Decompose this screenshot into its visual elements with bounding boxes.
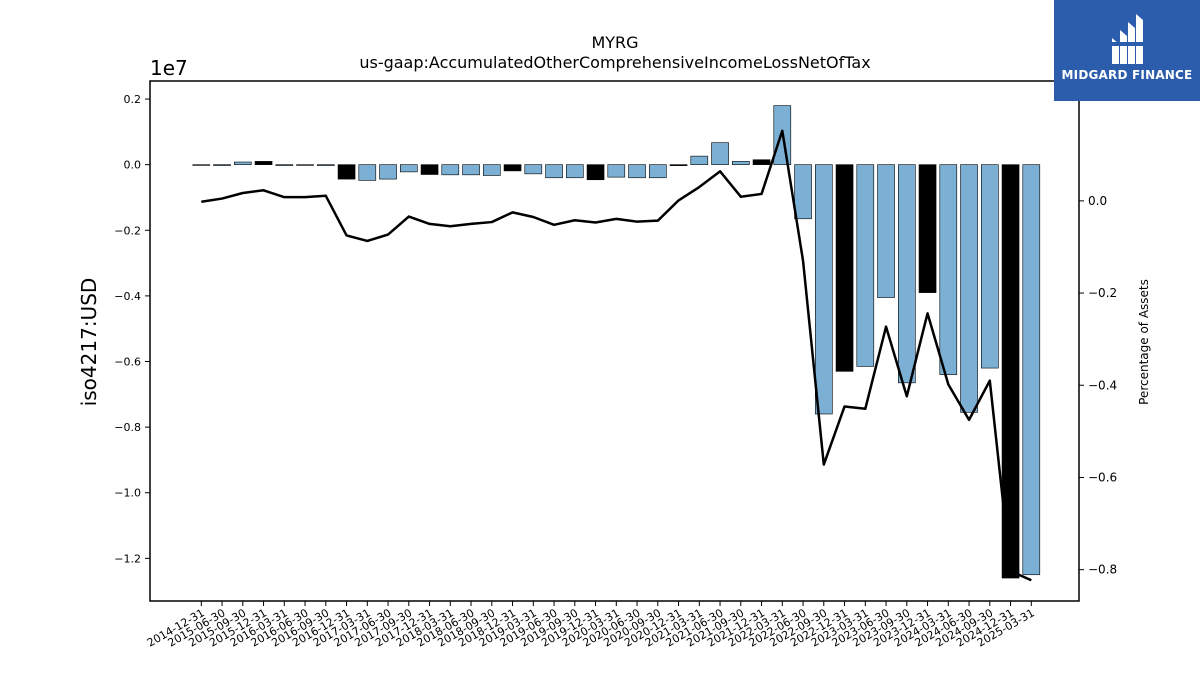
bar (254, 161, 273, 165)
y-tick-label: −0.4 (114, 290, 141, 303)
bar (690, 155, 709, 165)
bar (420, 164, 439, 175)
bar (275, 164, 294, 166)
bar (337, 164, 356, 180)
y2-tick-label: 0.0 (1088, 194, 1107, 208)
bar (524, 164, 543, 175)
bar (503, 164, 522, 172)
bar (669, 164, 688, 166)
bar (545, 164, 563, 179)
midgard-finance-logo: MIDGARD FINANCE (1054, 0, 1200, 101)
bar (358, 164, 377, 181)
bar (234, 161, 252, 165)
bar (379, 164, 397, 180)
y-offset-label: 1e7 (150, 56, 188, 80)
chart-subtitle: us-gaap:AccumulatedOtherComprehensiveInc… (359, 53, 870, 72)
bar (711, 142, 729, 165)
bar (399, 164, 418, 173)
bar (939, 164, 958, 375)
bar (441, 164, 460, 176)
percentage-line (201, 129, 1032, 582)
logo-mark-icon (1112, 14, 1143, 64)
bar (1022, 164, 1041, 576)
y-tick-label: −1.2 (114, 552, 141, 565)
bar (897, 164, 916, 384)
y-tick-label: 0.2 (124, 93, 142, 106)
bar (731, 161, 750, 165)
y-tick-label: −0.6 (114, 356, 141, 369)
bar (856, 164, 875, 367)
y-axis-label: iso4217:USD (77, 278, 101, 407)
bar (565, 164, 584, 179)
chart-title: MYRG (591, 33, 638, 52)
bar (980, 164, 999, 369)
y-tick-label: −0.8 (114, 421, 141, 434)
bar (628, 164, 646, 179)
bar (794, 164, 812, 220)
bar (213, 164, 231, 166)
bar (752, 159, 771, 165)
bar (296, 164, 314, 166)
y2-tick-label: −0.2 (1088, 286, 1117, 300)
bar (482, 164, 501, 176)
bar (607, 164, 626, 178)
bar (316, 164, 335, 166)
bar (192, 164, 211, 166)
y2-tick-label: −0.6 (1088, 470, 1117, 484)
y-tick-label: 0.0 (124, 159, 142, 172)
bar (835, 164, 854, 372)
plot-frame (149, 80, 1080, 602)
y-tick-label: −0.2 (114, 224, 141, 237)
y-tick-label: −1.0 (114, 487, 141, 500)
y2-tick-label: −0.8 (1088, 563, 1117, 577)
bar (1001, 164, 1020, 579)
bar (586, 164, 605, 181)
logo-text: MIDGARD FINANCE (1061, 68, 1193, 82)
bar (462, 164, 480, 176)
bar (918, 164, 937, 293)
bar (814, 164, 833, 415)
bar (960, 164, 978, 413)
y2-axis-label: Percentage of Assets (1137, 279, 1151, 405)
y2-tick-label: −0.4 (1088, 378, 1117, 392)
bar (648, 164, 667, 179)
bar (877, 164, 895, 298)
